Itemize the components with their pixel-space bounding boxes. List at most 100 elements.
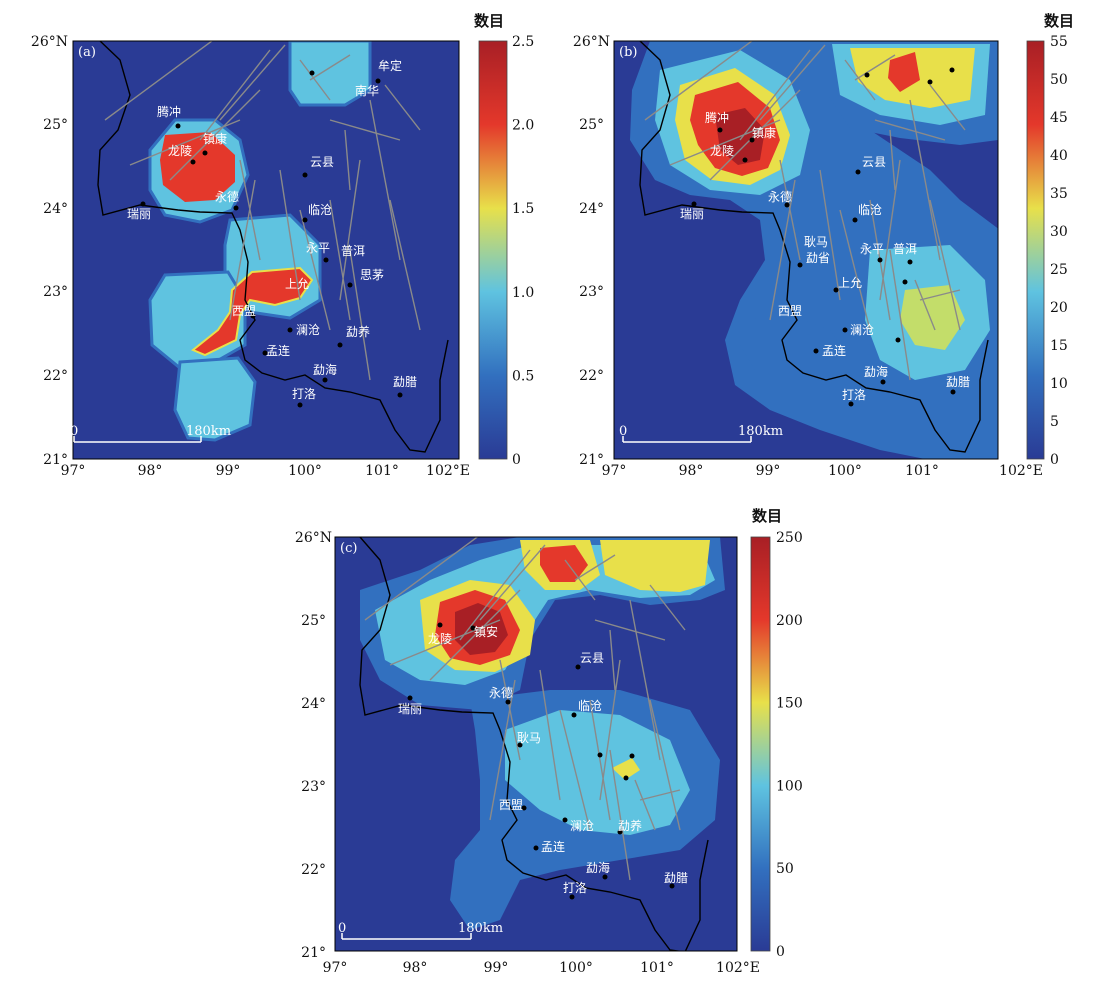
lat-tick-label: 24° (43, 201, 68, 217)
colorbar-tick-label: 50 (776, 861, 794, 877)
city-markers (691, 67, 956, 407)
density-field (97, 41, 449, 453)
lon-tick-label: 98° (679, 463, 704, 479)
colorbar-tick-label: 250 (776, 530, 803, 546)
city-label: 勐海 (586, 860, 610, 875)
colorbar: 数目 0 50 100 150 200 250 (750, 507, 803, 960)
colorbar-tick-label: 1.0 (512, 285, 534, 301)
city-label: 普洱 (341, 244, 365, 258)
city-label: 龙陵 (168, 144, 192, 158)
lat-ticks: 21° 22° 23° 24° 25° 26°N (31, 34, 68, 468)
lon-tick-label: 97° (602, 463, 627, 479)
city-label: 西盟 (232, 304, 256, 318)
city-labels: 龙陵 镇安 云县 永德 瑞丽 临沧 耿马 西盟 澜沧 勐养 孟连 勐海 打洛 勐… (398, 624, 688, 895)
panel-a: (a) 牟定 南华 腾冲 龙陵 镇康 云县 永德 临沧 瑞丽 永平 普洱 思茅 … (31, 12, 534, 479)
city-label: 云县 (862, 155, 886, 169)
colorbar-tick-label: 20 (1050, 300, 1068, 316)
city-label: 镇康 (752, 125, 776, 140)
density-field (630, 41, 998, 459)
lon-tick-label: 102°E (716, 960, 760, 976)
colorbar-tick-label: 0.5 (512, 368, 534, 384)
scale-bar-end: 180km (186, 424, 231, 439)
colorbar: 数目 0 0.5 1.0 1.5 2.0 2.5 (474, 12, 534, 468)
scale-bar-start: 0 (338, 921, 346, 936)
city-label: 临沧 (578, 698, 602, 713)
city-label: 龙陵 (428, 632, 452, 646)
city-label: 澜沧 (570, 818, 594, 833)
colorbar-tick-label: 5 (1050, 414, 1059, 430)
panel-c: (c) 龙陵 镇安 云县 永德 瑞丽 临沧 耿马 西盟 澜沧 勐养 孟连 勐海 … (295, 507, 803, 976)
city-label: 打洛 (842, 387, 866, 402)
city-label: 耿马 (804, 235, 828, 249)
scale-bar: 0 180km (619, 424, 783, 443)
lat-tick-label: 26°N (295, 530, 332, 546)
city-label: 西盟 (499, 798, 523, 812)
city-label: 孟连 (541, 839, 565, 854)
city-label: 瑞丽 (127, 207, 151, 221)
colorbar-tick-label: 40 (1050, 148, 1068, 164)
lon-tick-label: 97° (323, 960, 348, 976)
city-label: 耿马 (517, 731, 541, 745)
lon-tick-label: 97° (61, 463, 86, 479)
colorbar-tick-label: 50 (1050, 72, 1068, 88)
lon-ticks: 97° 98° 99° 100° 101° 102°E (323, 960, 760, 976)
city-label: 勐养 (618, 818, 642, 833)
lat-tick-label: 22° (301, 862, 326, 878)
lon-ticks: 97° 98° 99° 100° 101° 102°E (602, 463, 1043, 479)
city-label: 勐海 (864, 364, 888, 379)
lat-ticks: 21° 22° 23° 24° 25° 26°N (573, 34, 610, 468)
lon-tick-label: 100° (559, 960, 593, 976)
lon-tick-label: 102°E (426, 463, 470, 479)
city-labels: 腾冲 龙陵 镇康 云县 永德 瑞丽 临沧 耿马 勐省 永平 普洱 上允 西盟 澜… (680, 110, 970, 402)
city-label: 牟定 (378, 58, 402, 73)
lon-tick-label: 99° (756, 463, 781, 479)
city-label: 瑞丽 (398, 702, 422, 716)
lat-tick-label: 21° (301, 945, 326, 961)
colorbar-tick-label: 100 (776, 778, 803, 794)
lon-ticks: 97° 98° 99° 100° 101° 102°E (61, 463, 470, 479)
lat-tick-label: 25° (301, 613, 326, 629)
colorbar-ticks: 0 50 100 150 200 250 (776, 530, 803, 960)
city-label: 永德 (215, 189, 239, 204)
lat-tick-label: 26°N (31, 34, 68, 50)
colorbar-tick-label: 2.5 (512, 34, 534, 50)
city-label: 孟连 (822, 343, 846, 358)
map-frame (72, 40, 460, 460)
city-markers (407, 622, 675, 900)
city-label: 永平 (306, 241, 330, 255)
city-label: 勐养 (346, 324, 370, 339)
scale-bar: 0 180km (338, 921, 503, 940)
colorbar-tick-label: 0 (512, 452, 521, 468)
colorbar-ticks: 0 5 10 15 20 25 30 35 40 45 50 55 (1050, 34, 1068, 468)
colorbar-tick-label: 15 (1050, 338, 1068, 354)
lat-tick-label: 22° (43, 368, 68, 384)
colorbar-tick-label: 55 (1050, 34, 1068, 50)
lon-tick-label: 99° (484, 960, 509, 976)
city-label: 普洱 (893, 242, 917, 256)
city-label: 瑞丽 (680, 207, 704, 221)
lat-tick-label: 24° (579, 201, 604, 217)
map-frame (613, 40, 999, 460)
lat-tick-label: 21° (579, 452, 604, 468)
city-label: 澜沧 (850, 322, 874, 337)
lat-tick-label: 22° (579, 368, 604, 384)
city-label: 永德 (489, 685, 513, 700)
scale-bar: 0 180km (70, 424, 231, 443)
city-label: 打洛 (563, 880, 587, 895)
city-label: 思茅 (360, 268, 384, 282)
city-label: 镇安 (474, 624, 498, 639)
colorbar-tick-label: 45 (1050, 110, 1068, 126)
colorbar-tick-label: 0 (1050, 452, 1059, 468)
colorbar-ticks: 0 0.5 1.0 1.5 2.0 2.5 (512, 34, 534, 468)
scale-bar-end: 180km (458, 921, 503, 936)
scale-bar-start: 0 (70, 424, 78, 439)
lon-tick-label: 100° (828, 463, 862, 479)
lon-tick-label: 98° (403, 960, 428, 976)
city-label: 临沧 (308, 202, 332, 217)
lat-ticks: 21° 22° 23° 24° 25° 26°N (295, 530, 332, 961)
city-label: 勐省 (806, 251, 830, 265)
scale-bar-start: 0 (619, 424, 627, 439)
city-label: 永德 (768, 189, 792, 204)
panel-label: (c) (340, 541, 357, 556)
